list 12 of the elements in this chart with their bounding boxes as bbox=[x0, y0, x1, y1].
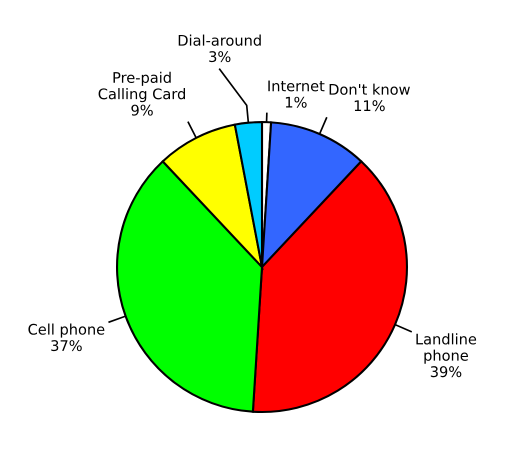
data-label: 9% bbox=[131, 104, 153, 116]
data-label: 37% bbox=[51, 340, 82, 352]
data-label: 39% bbox=[430, 366, 462, 378]
slice-label: Pre-paid Calling Card bbox=[98, 72, 185, 102]
slice-label: Don't know bbox=[330, 84, 410, 95]
data-label: 3% bbox=[209, 51, 230, 62]
data-label: 1% bbox=[286, 96, 307, 108]
slice-label: Dial-around bbox=[178, 34, 261, 46]
slice-label: Landline phone bbox=[416, 333, 476, 364]
data-label: 11% bbox=[354, 100, 385, 112]
slice-label: Cell phone bbox=[28, 324, 104, 338]
slice-label: Internet bbox=[268, 80, 324, 92]
